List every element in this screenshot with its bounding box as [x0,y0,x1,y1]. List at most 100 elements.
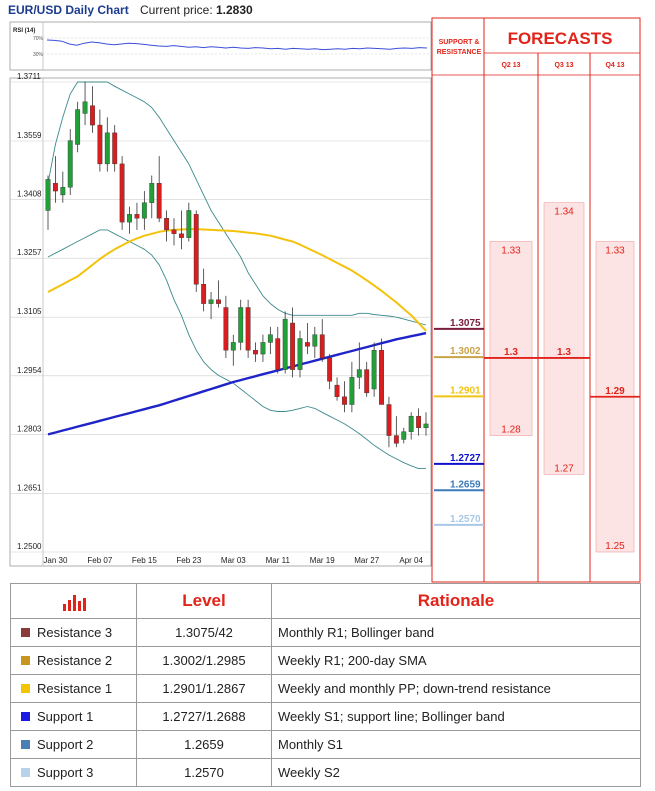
level-value: 1.3002/1.2985 [136,646,272,675]
bar-chart-icon-cell [10,583,137,619]
candle-up [423,423,429,429]
rsi-panel-frame [9,21,432,71]
level-rationale: Monthly S1 [271,730,641,759]
level-name-cell: Support 2 [10,730,137,759]
level-name-cell: Support 1 [10,702,137,731]
forecast-high-label: 1.33 [501,246,521,257]
level-rationale: Weekly S2 [271,758,641,787]
sr-level-label: 1.2727 [450,453,481,464]
level-swatch [21,656,30,666]
candle-up [60,186,66,196]
level-swatch [21,684,30,694]
level-header: Level [136,583,272,619]
rationale-header: Rationale [271,583,641,619]
forecast-quarter-label: Q3 13 [554,62,573,69]
candle-down [319,334,325,359]
forecast-low-label: 1.25 [605,541,625,552]
candle-down [178,233,184,238]
candle-down [134,214,140,219]
table-row: Support 3 1.2570 Weekly S2 [10,758,641,787]
y-tick-label: 1.3711 [17,72,41,81]
candle-down [97,124,103,165]
candle-up [186,210,192,238]
rsi-line [46,39,428,51]
price-label: Current price: [140,3,213,17]
level-swatch [21,712,30,722]
candle-up [104,132,110,165]
bar-chart-icon [61,593,87,611]
candle-up [356,369,362,378]
sr-level-label: 1.3002 [450,346,481,357]
sr-header-line2: RESISTANCE [437,49,482,56]
forecast-low-label: 1.27 [554,463,574,474]
y-tick-label: 1.2651 [17,483,42,492]
candle-down [216,299,221,304]
bollinger-upper-band [47,81,427,326]
y-tick-label: 1.2500 [17,542,42,551]
candle-up [127,214,132,223]
candle-up [371,349,377,390]
candle-down [386,404,392,436]
level-swatch [21,628,30,638]
candle-down [253,349,258,355]
eurusd-chart: EUR/USD Daily Chart Current price: 1.2830 R… [8,3,641,583]
y-tick-label: 1.2954 [17,366,42,375]
level-rationale: Monthly R1; Bollinger band [271,618,641,647]
x-tick-label: Mar 27 [354,556,379,565]
x-tick-label: Feb 15 [132,556,157,565]
forecast-low-label: 1.28 [501,425,521,436]
level-swatch [21,740,30,750]
level-value: 1.2659 [136,730,272,759]
level-name-cell: Support 3 [10,758,137,787]
candle-down [171,229,177,234]
level-name: Resistance 1 [37,681,113,696]
level-name: Support 1 [37,709,94,724]
candle-up [45,179,51,211]
forecast-quarter-label: Q4 13 [605,62,624,69]
level-name-cell: Resistance 2 [10,646,137,675]
forecast-mid-label: 1.3 [557,347,571,358]
price-panel-frame [9,77,432,567]
candle-up [260,342,266,355]
forecast-mid-label: 1.29 [605,386,625,397]
sr-level-label: 1.3075 [450,318,481,329]
candle-up [297,338,303,370]
x-tick-label: Apr 04 [399,556,423,565]
table-header-row: Level Rationale [10,583,641,619]
table-row: Support 1 1.2727/1.2688 Weekly S1; support… [10,702,641,731]
candle-down [164,218,170,231]
level-swatch [21,768,30,778]
x-tick-label: Mar 11 [266,556,291,565]
forecast-quarter-label: Q2 13 [501,62,520,69]
sr-level-label: 1.2659 [450,479,481,490]
forecasts-title: FORECASTS [508,29,613,48]
candle-down [156,183,162,219]
candle-up [67,140,73,188]
candle-down [290,322,296,370]
candle-up [149,183,155,203]
sma-50-line [47,228,427,332]
y-tick-label: 1.2803 [17,424,42,433]
levels-table-area: Level Rationale Resistance 3 1.3075/42 Mon… [10,583,641,788]
forecast-high-label: 1.34 [554,207,574,218]
candle-up [282,318,288,370]
x-tick-label: Mar 03 [221,556,246,565]
sr-level-label: 1.2570 [450,514,481,525]
level-rationale: Weekly and monthly PP; down-trend resist… [271,674,641,703]
candle-up [75,109,81,145]
level-name: Resistance 3 [37,625,113,640]
y-tick-label: 1.3559 [17,131,42,140]
rsi-label: RSI (14) [13,28,35,34]
candle-down [245,307,251,351]
x-tick-label: Mar 19 [310,556,335,565]
candle-down [201,284,207,304]
x-tick-label: Feb 07 [87,556,112,565]
candle-down [112,132,118,165]
candle-up [349,377,355,405]
candle-down [52,183,58,192]
table-row: Resistance 3 1.3075/42 Monthly R1; Bolling… [10,618,641,647]
candle-up [230,342,236,351]
price-value: 1.2830 [216,3,253,17]
candle-down [193,214,199,285]
